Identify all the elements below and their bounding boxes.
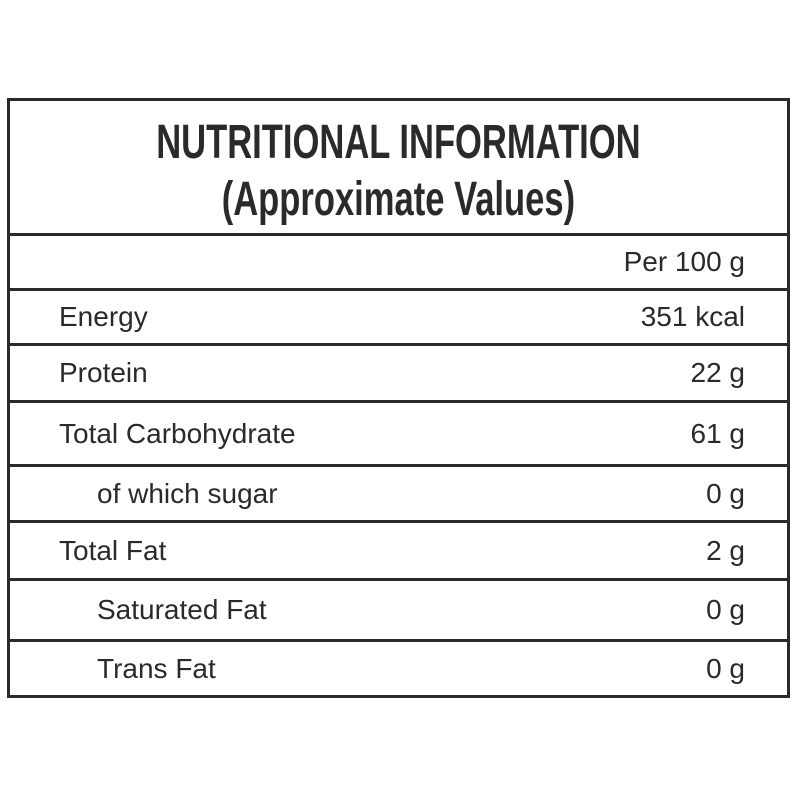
nutrient-row-trans-fat: Trans Fat 0 g bbox=[10, 642, 787, 695]
nutrient-name: Total Carbohydrate bbox=[59, 417, 296, 449]
nutrition-facts-table: NUTRITIONAL INFORMATION (Approximate Val… bbox=[7, 98, 790, 698]
nutrient-row-of-which-sugar: of which sugar 0 g bbox=[10, 467, 787, 523]
nutrient-value: 22 g bbox=[690, 357, 746, 388]
nutrient-value: 2 g bbox=[706, 534, 745, 566]
table-title-section: NUTRITIONAL INFORMATION (Approximate Val… bbox=[10, 101, 787, 236]
nutrient-row-total-carbohydrate: Total Carbohydrate 61 g bbox=[10, 403, 787, 467]
nutrient-row-energy: Energy 351 kcal bbox=[10, 291, 787, 346]
title-line-2: (Approximate Values) bbox=[221, 173, 576, 226]
nutrient-value: 351 kcal bbox=[640, 301, 745, 332]
nutrient-row-total-fat: Total Fat 2 g bbox=[10, 523, 787, 581]
nutrient-value: 61 g bbox=[690, 417, 746, 449]
nutrient-name: Total Fat bbox=[59, 534, 167, 566]
nutrient-row-saturated-fat: Saturated Fat 0 g bbox=[10, 581, 787, 642]
nutrient-name: Protein bbox=[59, 357, 148, 388]
nutrient-name: of which sugar bbox=[97, 477, 278, 509]
per-100g-header: Per 100 g bbox=[623, 246, 745, 277]
title-line-1: NUTRITIONAL INFORMATION bbox=[156, 116, 641, 169]
column-header-row: Per 100 g bbox=[10, 236, 787, 291]
nutrient-value: 0 g bbox=[706, 477, 745, 509]
nutrient-value: 0 g bbox=[706, 594, 745, 625]
nutrient-value: 0 g bbox=[706, 652, 745, 684]
nutrient-name: Saturated Fat bbox=[97, 594, 267, 625]
nutrient-row-protein: Protein 22 g bbox=[10, 346, 787, 403]
nutrient-name: Energy bbox=[59, 301, 148, 332]
nutrient-name: Trans Fat bbox=[97, 652, 216, 684]
